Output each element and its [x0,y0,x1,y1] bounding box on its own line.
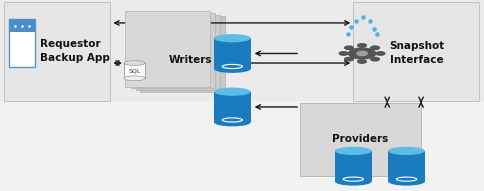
Text: Writers: Writers [168,55,212,65]
Ellipse shape [335,147,372,155]
Ellipse shape [388,147,425,155]
FancyBboxPatch shape [388,151,425,181]
Ellipse shape [214,65,251,73]
Circle shape [358,60,366,63]
Text: Requestor
Backup App: Requestor Backup App [40,39,109,63]
FancyBboxPatch shape [0,0,484,101]
Circle shape [358,44,366,47]
FancyBboxPatch shape [136,15,220,90]
Ellipse shape [335,177,372,186]
Ellipse shape [214,34,251,42]
FancyBboxPatch shape [353,2,479,101]
FancyBboxPatch shape [124,63,145,78]
Circle shape [345,57,353,61]
Ellipse shape [214,87,251,96]
Circle shape [371,57,379,61]
FancyBboxPatch shape [9,19,35,32]
FancyBboxPatch shape [214,92,251,122]
Circle shape [371,46,379,49]
Text: Providers: Providers [333,134,389,144]
FancyBboxPatch shape [131,13,215,88]
Ellipse shape [124,61,145,65]
FancyBboxPatch shape [335,151,372,181]
Circle shape [357,51,367,56]
FancyBboxPatch shape [4,2,110,101]
FancyBboxPatch shape [214,38,251,69]
Circle shape [345,46,353,49]
Circle shape [348,48,376,59]
Ellipse shape [124,76,145,81]
Ellipse shape [388,177,425,186]
Text: Snapshot
Interface: Snapshot Interface [390,41,445,66]
FancyBboxPatch shape [9,19,35,67]
Ellipse shape [214,118,251,126]
FancyBboxPatch shape [140,16,225,92]
Text: SQL: SQL [128,68,141,73]
Circle shape [339,52,348,55]
FancyBboxPatch shape [125,11,210,87]
Circle shape [376,52,385,55]
FancyBboxPatch shape [300,103,421,176]
